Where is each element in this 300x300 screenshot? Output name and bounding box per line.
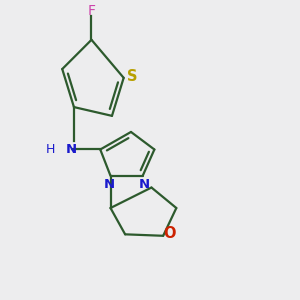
Text: N: N	[65, 143, 76, 156]
Text: S: S	[127, 69, 138, 84]
Text: N: N	[139, 178, 150, 190]
Text: N: N	[103, 178, 115, 190]
Text: H: H	[46, 143, 55, 156]
Text: O: O	[163, 226, 176, 241]
Text: F: F	[88, 4, 95, 18]
